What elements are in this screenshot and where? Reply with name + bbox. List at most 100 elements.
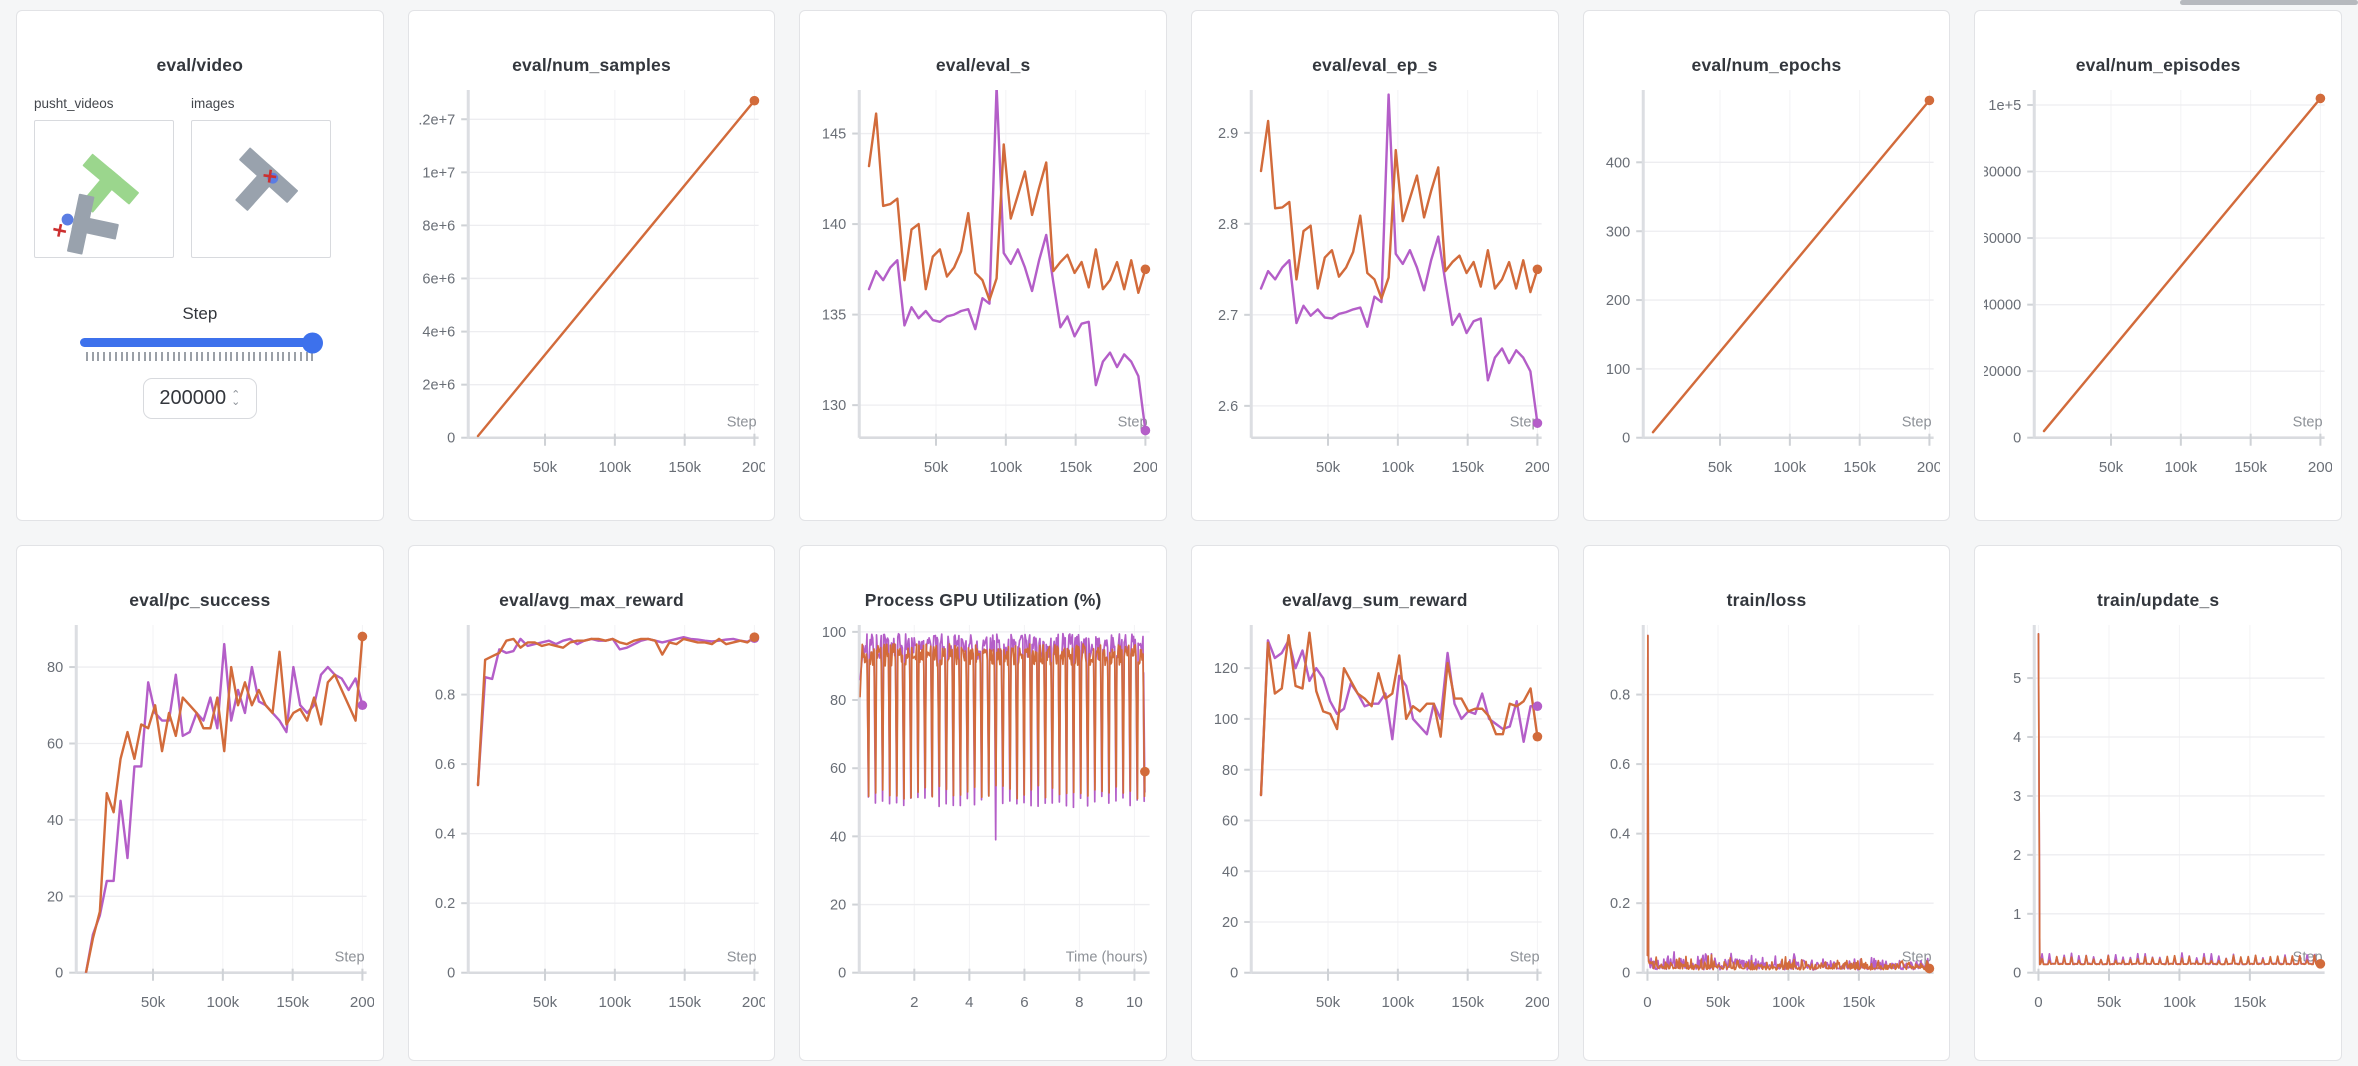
chart-title: Process GPU Utilization (%) xyxy=(864,590,1102,610)
pusht-videos-thumbnail[interactable] xyxy=(34,120,174,258)
svg-text:140: 140 xyxy=(822,217,846,233)
svg-text:5: 5 xyxy=(2013,671,2021,687)
svg-text:2: 2 xyxy=(910,994,918,1011)
svg-text:300: 300 xyxy=(1606,224,1630,240)
svg-text:Step: Step xyxy=(1118,415,1148,431)
chart-title: eval/avg_sum_reward xyxy=(1281,590,1468,610)
svg-text:0.2: 0.2 xyxy=(435,896,455,912)
svg-text:0: 0 xyxy=(1230,966,1238,982)
stepper-arrows-icon[interactable]: ⌃ ⌄ xyxy=(231,388,241,408)
svg-text:40: 40 xyxy=(1222,864,1238,880)
svg-text:1.2e+7: 1.2e+7 xyxy=(418,112,455,128)
svg-text:2.9: 2.9 xyxy=(1218,126,1238,142)
svg-text:3: 3 xyxy=(2013,789,2021,805)
panel-eval-avg-sum-reward: eval/avg_sum_reward 0 20 40 60 80 100 120 50k 100… xyxy=(1190,545,1559,1061)
svg-text:4e+6: 4e+6 xyxy=(422,325,455,341)
svg-text:60: 60 xyxy=(47,737,63,753)
svg-text:0: 0 xyxy=(838,966,846,982)
svg-text:0.4: 0.4 xyxy=(435,827,455,843)
svg-text:Step: Step xyxy=(726,415,756,431)
svg-text:10: 10 xyxy=(1126,994,1143,1011)
svg-text:120: 120 xyxy=(1214,661,1238,677)
svg-text:0: 0 xyxy=(1622,431,1630,447)
svg-text:50k: 50k xyxy=(2097,994,2122,1011)
svg-text:50k: 50k xyxy=(533,994,558,1011)
svg-text:0: 0 xyxy=(2013,431,2021,447)
chart-title: eval/num_samples xyxy=(512,55,671,75)
goal-cross xyxy=(53,223,67,237)
svg-text:Step: Step xyxy=(1901,415,1931,431)
horizontal-scrollbar-thumb[interactable] xyxy=(2180,0,2358,5)
svg-text:150k: 150k xyxy=(2235,459,2268,476)
svg-text:50k: 50k xyxy=(2099,459,2124,476)
svg-text:100: 100 xyxy=(1214,712,1238,728)
svg-text:2e+6: 2e+6 xyxy=(422,378,455,394)
chart-title: eval/eval_s xyxy=(935,55,1031,75)
svg-text:Step: Step xyxy=(335,950,365,966)
chart-eval-num-samples[interactable]: 0 2e+6 4e+6 6e+6 8e+6 1e+7 1.2e+7 50k 100k 150k 20… xyxy=(418,80,766,506)
svg-text:40000: 40000 xyxy=(1984,298,2021,314)
chart-eval-eval-ep-s[interactable]: 2.6 2.7 2.8 2.9 50k 100k 150k 200 Step xyxy=(1201,80,1549,506)
svg-text:0.6: 0.6 xyxy=(435,757,455,773)
svg-text:40: 40 xyxy=(47,813,63,829)
chart-eval-num-epochs[interactable]: 0 100 200 300 400 50k 100k 150k 200 Step xyxy=(1593,80,1941,506)
svg-text:80: 80 xyxy=(47,660,63,676)
svg-text:135: 135 xyxy=(822,308,846,324)
svg-text:50k: 50k xyxy=(924,459,949,476)
chart-title: train/update_s xyxy=(2096,590,2220,610)
svg-text:4: 4 xyxy=(2013,730,2021,746)
svg-text:Step: Step xyxy=(1510,950,1540,966)
svg-text:1e+5: 1e+5 xyxy=(1989,98,2022,114)
svg-text:145: 145 xyxy=(822,127,846,143)
panel-train-loss: train/loss 0 0.2 0.4 0.6 0.8 0 50k 100k 150k Step xyxy=(1582,545,1951,1061)
svg-text:150k: 150k xyxy=(2234,994,2267,1011)
slider-track[interactable] xyxy=(79,332,323,353)
chart-eval-pc-success[interactable]: 0 20 40 60 80 50k 100k 150k 200 Step xyxy=(26,615,374,1041)
svg-text:0: 0 xyxy=(1622,966,1630,982)
svg-text:60000: 60000 xyxy=(1984,231,2021,247)
slider-thumb[interactable] xyxy=(301,332,323,353)
step-value-input[interactable]: 200000 ⌃ ⌄ xyxy=(142,378,257,419)
svg-text:Time (hours): Time (hours) xyxy=(1066,950,1148,966)
svg-text:40: 40 xyxy=(830,829,846,845)
chart-eval-avg-max-reward[interactable]: 0 0.2 0.4 0.6 0.8 50k 100k 150k 200 Step xyxy=(418,615,766,1041)
agent-dot xyxy=(61,213,74,226)
svg-text:100k: 100k xyxy=(2163,994,2196,1011)
svg-text:0.8: 0.8 xyxy=(1610,688,1630,704)
chart-eval-num-episodes[interactable]: 0 20000 40000 60000 80000 1e+5 50k 100k 150k 200 S… xyxy=(1984,80,2332,506)
svg-text:0.6: 0.6 xyxy=(1610,757,1630,773)
images-thumbnail[interactable] xyxy=(191,120,331,258)
panel-train-update-s: train/update_s 0 1 2 3 4 5 0 50k 100k 150k Step xyxy=(1974,545,2342,1061)
svg-text:100k: 100k xyxy=(207,994,240,1011)
svg-text:100: 100 xyxy=(822,625,846,641)
svg-text:100k: 100k xyxy=(2165,459,2198,476)
video-panel-title: eval/video xyxy=(156,55,244,75)
svg-text:50k: 50k xyxy=(141,994,166,1011)
svg-text:0: 0 xyxy=(447,966,455,982)
svg-text:200: 200 xyxy=(2308,459,2332,476)
svg-text:150k: 150k xyxy=(668,459,701,476)
svg-text:150k: 150k xyxy=(1843,459,1876,476)
svg-text:Step: Step xyxy=(2293,415,2323,431)
step-slider-label: Step xyxy=(182,304,218,323)
svg-text:Step: Step xyxy=(726,950,756,966)
svg-text:200: 200 xyxy=(1525,994,1549,1011)
chart-process-gpu-utilization[interactable]: 0 20 40 60 80 100 2 4 6 8 10 Time (hours) xyxy=(809,615,1157,1041)
step-value: 200000 xyxy=(159,387,227,409)
step-slider[interactable] xyxy=(79,332,323,361)
chart-title: eval/num_episodes xyxy=(2075,55,2241,75)
svg-text:150k: 150k xyxy=(1842,994,1875,1011)
svg-text:50k: 50k xyxy=(1708,459,1733,476)
svg-text:200: 200 xyxy=(1133,459,1157,476)
svg-text:20: 20 xyxy=(47,889,63,905)
svg-text:4: 4 xyxy=(965,994,973,1011)
chart-title: train/loss xyxy=(1726,590,1807,610)
chart-eval-avg-sum-reward[interactable]: 0 20 40 60 80 100 120 50k 100k 150k 200 Step xyxy=(1201,615,1549,1041)
svg-text:0: 0 xyxy=(2013,966,2021,982)
svg-text:60: 60 xyxy=(830,761,846,777)
svg-text:100k: 100k xyxy=(598,994,631,1011)
svg-text:6e+6: 6e+6 xyxy=(422,271,455,287)
chart-eval-eval-s[interactable]: 130 135 140 145 50k 100k 150k 200 Step xyxy=(809,80,1157,506)
